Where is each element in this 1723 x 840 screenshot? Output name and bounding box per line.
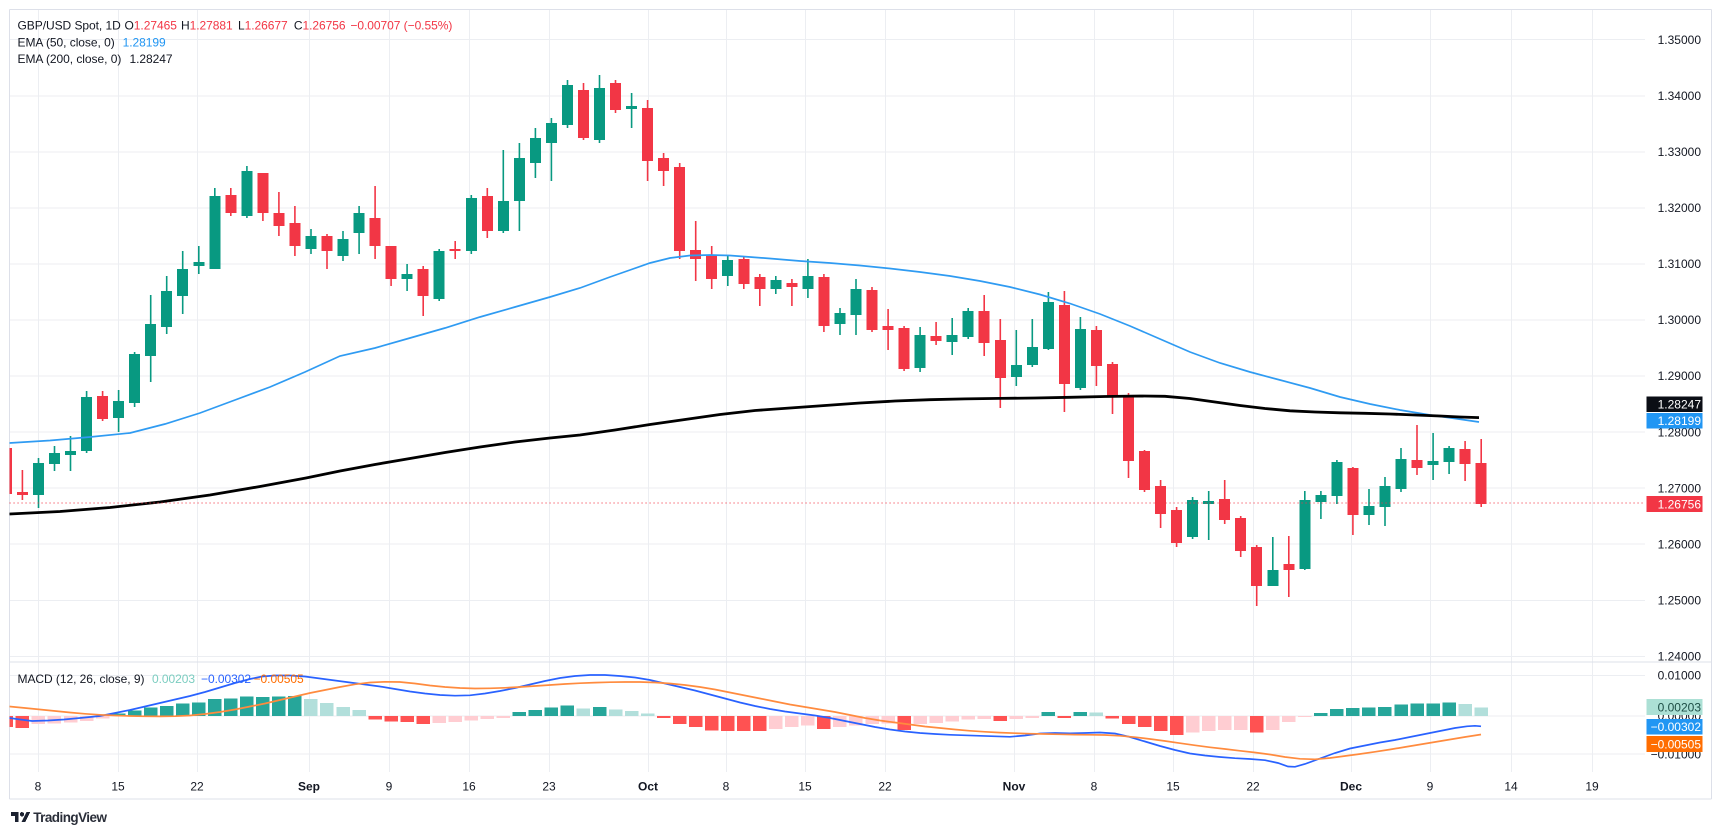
svg-text:−0.00302: −0.00302 (201, 672, 251, 686)
svg-text:H1.27881: H1.27881 (181, 19, 233, 33)
svg-text:16: 16 (462, 780, 476, 794)
svg-text:1.25000: 1.25000 (1658, 594, 1702, 608)
svg-text:1.27000: 1.27000 (1658, 481, 1702, 495)
svg-text:0.01000: 0.01000 (1658, 669, 1702, 683)
svg-text:15: 15 (1166, 780, 1180, 794)
svg-text:0.00203: 0.00203 (1658, 700, 1702, 714)
svg-text:−0.00505: −0.00505 (1651, 737, 1702, 751)
svg-text:TradingView: TradingView (33, 810, 107, 825)
svg-text:1.28247: 1.28247 (1658, 398, 1702, 412)
svg-text:1.28199: 1.28199 (123, 35, 166, 49)
svg-text:C1.26756: C1.26756 (294, 19, 346, 33)
svg-text:EMA (200, close, 0): EMA (200, close, 0) (18, 52, 122, 66)
svg-text:9: 9 (1427, 780, 1434, 794)
svg-text:22: 22 (190, 780, 204, 794)
svg-text:15: 15 (798, 780, 812, 794)
svg-text:1.35000: 1.35000 (1658, 33, 1702, 47)
svg-text:8: 8 (35, 780, 42, 794)
svg-text:Oct: Oct (638, 780, 658, 794)
svg-text:−0.00302: −0.00302 (1651, 720, 1702, 734)
svg-text:O1.27465: O1.27465 (125, 19, 178, 33)
svg-text:1.30000: 1.30000 (1658, 313, 1702, 327)
svg-text:1.26756: 1.26756 (1658, 497, 1702, 511)
svg-text:14: 14 (1504, 780, 1518, 794)
svg-text:1.28000: 1.28000 (1658, 425, 1702, 439)
svg-text:1.31000: 1.31000 (1658, 257, 1702, 271)
svg-text:15: 15 (111, 780, 125, 794)
svg-text:1.28199: 1.28199 (1658, 414, 1702, 428)
svg-text:−0.00707 (−0.55%): −0.00707 (−0.55%) (350, 19, 452, 33)
svg-text:8: 8 (1091, 780, 1098, 794)
svg-text:EMA (50, close, 0): EMA (50, close, 0) (18, 35, 115, 49)
svg-text:1.33000: 1.33000 (1658, 145, 1702, 159)
svg-text:22: 22 (1246, 780, 1260, 794)
svg-text:Sep: Sep (298, 780, 320, 794)
svg-text:1.26000: 1.26000 (1658, 537, 1702, 551)
svg-text:9: 9 (386, 780, 393, 794)
svg-text:1.24000: 1.24000 (1658, 650, 1702, 664)
svg-text:0.00203: 0.00203 (152, 672, 195, 686)
svg-text:23: 23 (542, 780, 556, 794)
svg-text:GBP/USD Spot, 1D: GBP/USD Spot, 1D (18, 19, 122, 33)
svg-text:L1.26677: L1.26677 (238, 19, 288, 33)
svg-text:19: 19 (1585, 780, 1599, 794)
svg-text:1.28247: 1.28247 (130, 52, 173, 66)
svg-text:8: 8 (723, 780, 730, 794)
svg-text:1.32000: 1.32000 (1658, 201, 1702, 215)
svg-text:1.29000: 1.29000 (1658, 369, 1702, 383)
svg-text:1.34000: 1.34000 (1658, 89, 1702, 103)
svg-text:Nov: Nov (1003, 780, 1026, 794)
svg-text:Dec: Dec (1340, 780, 1362, 794)
svg-text:MACD (12, 26, close, 9): MACD (12, 26, close, 9) (18, 672, 145, 686)
svg-text:22: 22 (878, 780, 892, 794)
svg-text:−0.00505: −0.00505 (254, 672, 304, 686)
